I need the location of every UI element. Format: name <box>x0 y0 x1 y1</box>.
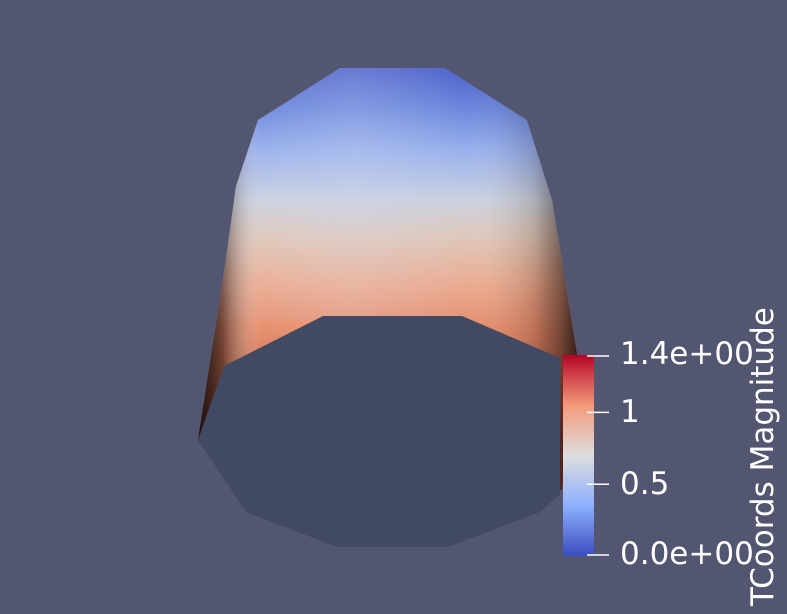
tick-label-0-5: 0.5 <box>620 466 670 502</box>
scalar-bar-gradient <box>563 355 594 556</box>
scalar-bar[interactable] <box>563 355 609 556</box>
tick-label-1: 1 <box>620 394 640 430</box>
tick-label-max: 1.4e+00 <box>620 336 754 372</box>
tick-label-min: 0.0e+00 <box>620 536 754 572</box>
scalar-bar-title: TCoords Magnitude <box>745 307 781 606</box>
scalar-bar-ticks <box>587 355 609 556</box>
cylinder-cap <box>198 316 560 547</box>
